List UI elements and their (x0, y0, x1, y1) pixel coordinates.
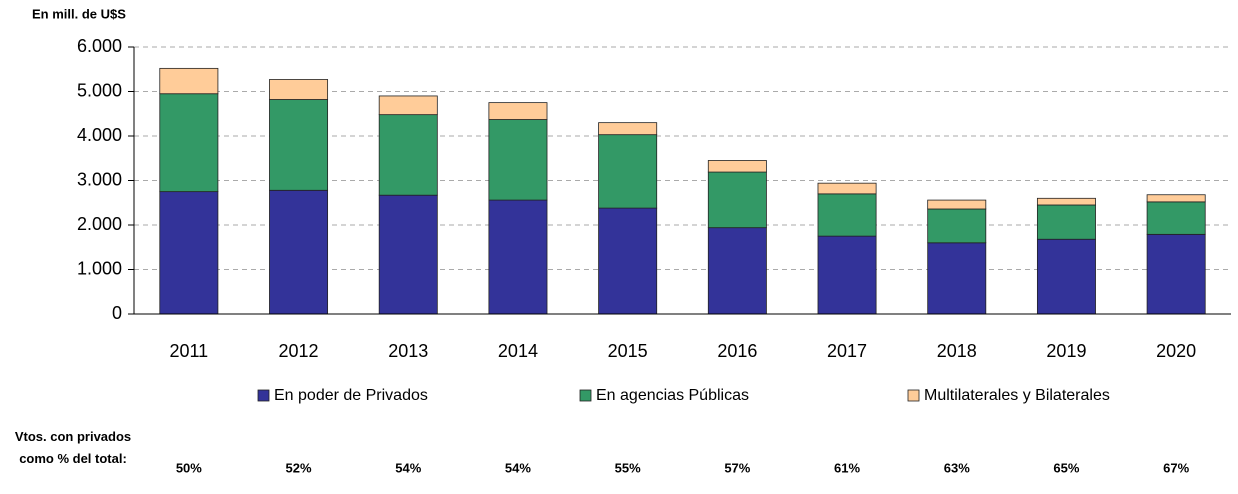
footer-cell: 67% (1163, 460, 1189, 475)
bar-segment (1036, 197, 1096, 206)
bar-segment (707, 227, 767, 315)
bar-segment (488, 102, 548, 120)
footer-label: Vtos. con privados como % del total: (14, 429, 132, 466)
footer-cell: 54% (395, 460, 421, 475)
y-axis-label: En mill. de U$S (32, 6, 126, 21)
bar-segment (488, 199, 548, 315)
bar-segment (817, 193, 877, 237)
x-tick-label: 2013 (388, 341, 428, 361)
footer-cell: 54% (505, 460, 531, 475)
bar-segment (817, 182, 877, 195)
footer-cell: 55% (615, 460, 641, 475)
footer-cell: 65% (1053, 460, 1079, 475)
y-tick-label: 5.000 (77, 80, 122, 100)
bar-segment (378, 194, 438, 315)
bar-segment (159, 93, 219, 193)
bar-segment (927, 208, 987, 244)
bar-segment (269, 79, 329, 100)
x-tick-label: 2012 (279, 341, 319, 361)
y-tick-label: 0 (112, 303, 122, 323)
footer-cell: 63% (944, 460, 970, 475)
y-tick-label: 4.000 (77, 125, 122, 145)
x-tick-label: 2015 (608, 341, 648, 361)
bar-segment (1036, 204, 1096, 240)
y-tick-label: 6.000 (77, 36, 122, 56)
bar-segment (378, 95, 438, 116)
x-tick-label: 2017 (827, 341, 867, 361)
y-tick-label: 3.000 (77, 169, 122, 189)
x-tick-label: 2016 (717, 341, 757, 361)
bar-segment (598, 134, 658, 209)
x-tick-label: 2020 (1156, 341, 1196, 361)
footer-cell: 52% (286, 460, 312, 475)
y-tick-label: 2.000 (77, 214, 122, 234)
bar-segment (1146, 194, 1206, 203)
x-tick-label: 2011 (169, 341, 208, 361)
bar-segment (488, 119, 548, 201)
x-tick-label: 2018 (937, 341, 977, 361)
bar-segment (927, 199, 987, 210)
bar-segment (269, 99, 329, 191)
bar-segment (1146, 233, 1206, 315)
bar-segment (707, 160, 767, 173)
bar-segment (1146, 201, 1206, 235)
legend-swatch (579, 389, 592, 402)
bar-segment (927, 242, 987, 315)
bar-segment (707, 171, 767, 229)
bar-segment (1036, 238, 1096, 315)
bar-segment (598, 207, 658, 315)
footer-cell: 61% (834, 460, 860, 475)
legend-label: En poder de Privados (274, 387, 428, 404)
legend-label: En agencias Públicas (596, 387, 749, 404)
bar-segment (159, 191, 219, 315)
footer-cell: 50% (176, 460, 202, 475)
x-tick-label: 2019 (1046, 341, 1086, 361)
bar-segment (269, 189, 329, 315)
bar-segment (598, 122, 658, 136)
legend-swatch (257, 389, 270, 402)
footer-cell: 57% (724, 460, 750, 475)
legend-label: Multilaterales y Bilaterales (924, 387, 1110, 404)
bar-segment (817, 235, 877, 315)
bar-segment (159, 67, 219, 95)
bar-segment (378, 114, 438, 196)
x-tick-label: 2014 (498, 341, 538, 361)
y-tick-label: 1.000 (77, 258, 122, 278)
legend-swatch (907, 389, 920, 402)
